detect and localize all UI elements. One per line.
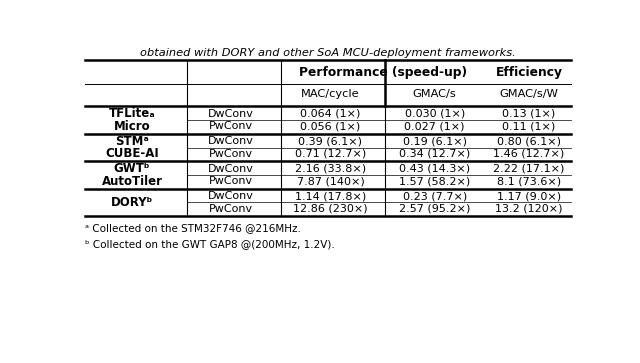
Text: 0.064 (1×): 0.064 (1×) xyxy=(300,109,361,119)
Text: 0.030 (1×): 0.030 (1×) xyxy=(404,109,465,119)
Text: 0.39 (6.1×): 0.39 (6.1×) xyxy=(298,136,362,146)
Text: PwConv: PwConv xyxy=(209,149,253,159)
Text: 1.14 (17.8×): 1.14 (17.8×) xyxy=(295,191,366,201)
Text: 2.22 (17.1×): 2.22 (17.1×) xyxy=(493,164,564,174)
Text: CUBE-AI: CUBE-AI xyxy=(105,147,159,160)
Text: DwConv: DwConv xyxy=(209,191,254,201)
Text: DwConv: DwConv xyxy=(209,109,254,119)
Text: Efficiency: Efficiency xyxy=(495,66,563,79)
Text: 2.16 (33.8×): 2.16 (33.8×) xyxy=(295,164,366,174)
Text: PwConv: PwConv xyxy=(209,122,253,131)
Text: ᵇ Collected on the GWT GAP8 @(200MHz, 1.2V).: ᵇ Collected on the GWT GAP8 @(200MHz, 1.… xyxy=(85,239,335,249)
Text: GMAC/s: GMAC/s xyxy=(413,89,456,99)
Text: AutoTiler: AutoTiler xyxy=(102,175,163,188)
Text: 0.027 (1×): 0.027 (1×) xyxy=(404,122,465,131)
Text: 0.23 (7.7×): 0.23 (7.7×) xyxy=(403,191,467,201)
Text: 7.87 (140×): 7.87 (140×) xyxy=(296,176,364,186)
Text: 0.71 (12.7×): 0.71 (12.7×) xyxy=(295,149,366,159)
Text: ᵃ Collected on the STM32F746 @216MHz.: ᵃ Collected on the STM32F746 @216MHz. xyxy=(85,223,301,233)
Text: 13.2 (120×): 13.2 (120×) xyxy=(495,204,563,213)
Text: MAC/cycle: MAC/cycle xyxy=(301,89,360,99)
Text: 0.13 (1×): 0.13 (1×) xyxy=(502,109,556,119)
Text: GMAC/s/W: GMAC/s/W xyxy=(499,89,558,99)
Text: 2.57 (95.2×): 2.57 (95.2×) xyxy=(399,204,470,213)
Text: 1.46 (12.7×): 1.46 (12.7×) xyxy=(493,149,564,159)
Text: TFLiteₐ: TFLiteₐ xyxy=(109,107,156,121)
Text: DwConv: DwConv xyxy=(209,164,254,174)
Text: 0.34 (12.7×): 0.34 (12.7×) xyxy=(399,149,470,159)
Text: PwConv: PwConv xyxy=(209,176,253,186)
Text: DORYᵇ: DORYᵇ xyxy=(111,196,153,209)
Text: 0.43 (14.3×): 0.43 (14.3×) xyxy=(399,164,470,174)
Text: GWTᵇ: GWTᵇ xyxy=(114,162,150,175)
Text: 1.57 (58.2×): 1.57 (58.2×) xyxy=(399,176,470,186)
Text: Performance (speed-up): Performance (speed-up) xyxy=(298,66,467,79)
Text: 0.19 (6.1×): 0.19 (6.1×) xyxy=(403,136,467,146)
Text: 0.11 (1×): 0.11 (1×) xyxy=(502,122,556,131)
Text: 0.056 (1×): 0.056 (1×) xyxy=(300,122,360,131)
Text: 12.86 (230×): 12.86 (230×) xyxy=(293,204,368,213)
Text: 0.80 (6.1×): 0.80 (6.1×) xyxy=(497,136,561,146)
Text: 1.17 (9.0×): 1.17 (9.0×) xyxy=(497,191,561,201)
Text: 8.1 (73.6×): 8.1 (73.6×) xyxy=(497,176,561,186)
Text: DwConv: DwConv xyxy=(209,136,254,146)
Text: STMᵃ: STMᵃ xyxy=(115,135,149,148)
Text: PwConv: PwConv xyxy=(209,204,253,213)
Text: Micro: Micro xyxy=(114,120,150,133)
Text: obtained with DORY and other SoA MCU-deployment frameworks.: obtained with DORY and other SoA MCU-dep… xyxy=(140,48,516,58)
